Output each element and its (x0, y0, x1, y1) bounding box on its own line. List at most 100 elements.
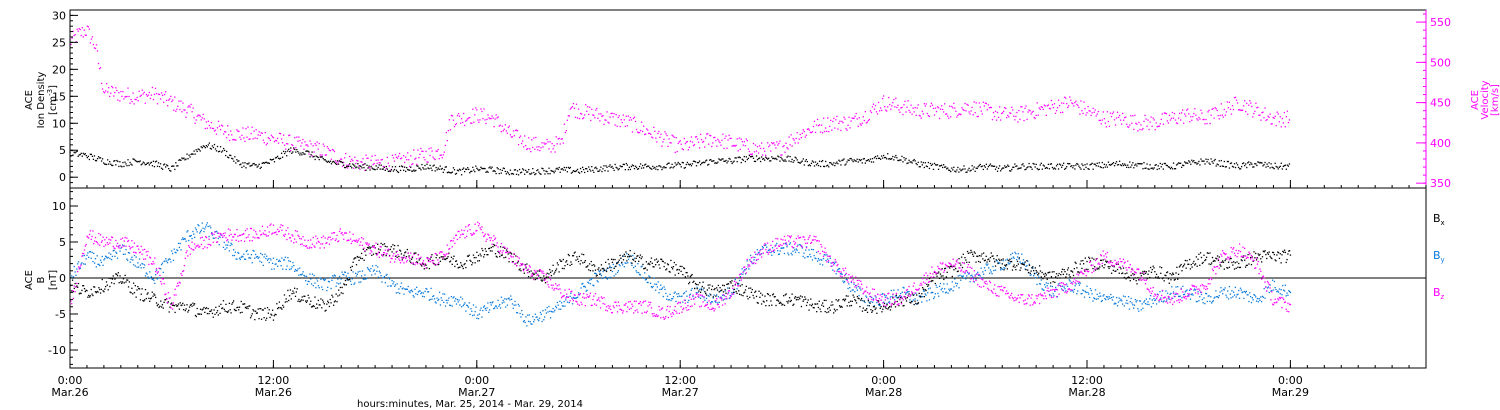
by-series-point (650, 286, 653, 288)
velocity-series-point (397, 155, 400, 157)
bx-series-point (432, 259, 434, 262)
by-series-point (244, 258, 247, 260)
bx-series-point (760, 303, 763, 305)
bx-series-point (499, 246, 502, 248)
density-series-point (1170, 166, 1173, 169)
bx-series-point (708, 287, 710, 289)
density-series-point (1050, 163, 1053, 165)
by-series-point (282, 259, 285, 261)
density-series-point (1088, 168, 1090, 171)
by-series-point (529, 321, 531, 323)
bx-series-point (334, 300, 336, 302)
velocity-series-point (616, 125, 618, 127)
by-series-point (187, 230, 189, 232)
bx-series-point (410, 261, 412, 264)
density-series-point (1269, 167, 1271, 169)
velocity-series-point (211, 127, 214, 130)
velocity-series-point (437, 148, 439, 151)
velocity-series-point (742, 144, 744, 146)
velocity-series-point (694, 136, 697, 138)
by-series-point (1070, 290, 1072, 292)
bx-series-point (208, 312, 210, 315)
velocity-series-point (159, 98, 162, 100)
bx-series-point (234, 309, 236, 312)
by-series-point (888, 301, 891, 303)
density-series-point (267, 162, 270, 164)
density-series-point (783, 160, 785, 162)
bx-series-point (898, 304, 900, 307)
density-series-point (896, 157, 898, 159)
density-series-point (260, 166, 262, 168)
density-series-point (201, 147, 203, 149)
bx-series-point (471, 262, 474, 264)
velocity-series-point (630, 119, 633, 121)
by-series-point (1226, 296, 1228, 298)
bx-series-point (878, 303, 881, 305)
density-series-point (497, 168, 499, 170)
by-series-point (681, 295, 683, 297)
velocity-series-point (1227, 106, 1230, 109)
by-series-point (919, 295, 921, 297)
by-series-point (421, 295, 424, 297)
by-series-point (928, 299, 931, 301)
density-series-point (816, 162, 819, 165)
bx-series-point (459, 266, 461, 268)
density-series-point (794, 156, 796, 158)
by-series-point (325, 277, 327, 280)
density-series-point (309, 156, 311, 158)
bx-series-point (960, 264, 962, 266)
velocity-series-point (1257, 106, 1259, 108)
velocity-series-point (570, 107, 573, 109)
velocity-series-point (372, 163, 374, 166)
density-series-point (1109, 164, 1112, 166)
by-series-point (143, 266, 145, 269)
density-series-point (1013, 166, 1015, 168)
by-series-point (403, 293, 405, 295)
density-series-point (777, 155, 779, 157)
bx-series-point (295, 291, 297, 293)
density-series-point (785, 160, 787, 162)
bx-series-point (169, 306, 171, 308)
velocity-series-point (772, 143, 774, 145)
velocity-series-point (1054, 112, 1057, 114)
bx-series-point (591, 264, 593, 267)
bx-series-point (225, 303, 227, 306)
density-series-point (1111, 163, 1114, 165)
by-series-point (978, 274, 981, 276)
by-series-point (721, 297, 723, 299)
density-series-point (1059, 164, 1062, 166)
by-series-point (149, 271, 151, 273)
density-series-point (799, 162, 801, 164)
by-series-point (768, 249, 770, 251)
velocity-series-point (696, 138, 699, 140)
bx-series-point (677, 268, 679, 271)
bx-series-point (701, 285, 703, 288)
density-series-point (936, 164, 939, 166)
bx-series-point (319, 304, 321, 306)
velocity-series-point (198, 114, 200, 116)
bx-series-point (186, 304, 188, 306)
by-series-point (719, 290, 721, 293)
density-series-point (277, 157, 280, 159)
bx-series-point (820, 310, 822, 313)
by-series-point (1024, 268, 1026, 270)
velocity-series-point (725, 135, 727, 137)
velocity-series-point (440, 154, 442, 156)
density-series-point (262, 161, 264, 164)
density-series-point (245, 167, 247, 169)
bx-series-point (721, 289, 723, 291)
by-series-point (549, 317, 552, 319)
bx-series-point (198, 313, 200, 315)
density-series-point (647, 165, 649, 167)
velocity-series-point (197, 114, 199, 116)
by-series-point (505, 306, 507, 308)
velocity-series-point (1101, 119, 1103, 121)
bx-series-point (778, 302, 781, 305)
by-series-point (1150, 306, 1153, 308)
bx-series-point (773, 296, 775, 298)
velocity-series-point (639, 129, 642, 132)
velocity-series-point (1106, 111, 1109, 113)
velocity-series-point (678, 141, 680, 143)
density-series-point (247, 163, 249, 165)
velocity-series-point (692, 144, 695, 147)
